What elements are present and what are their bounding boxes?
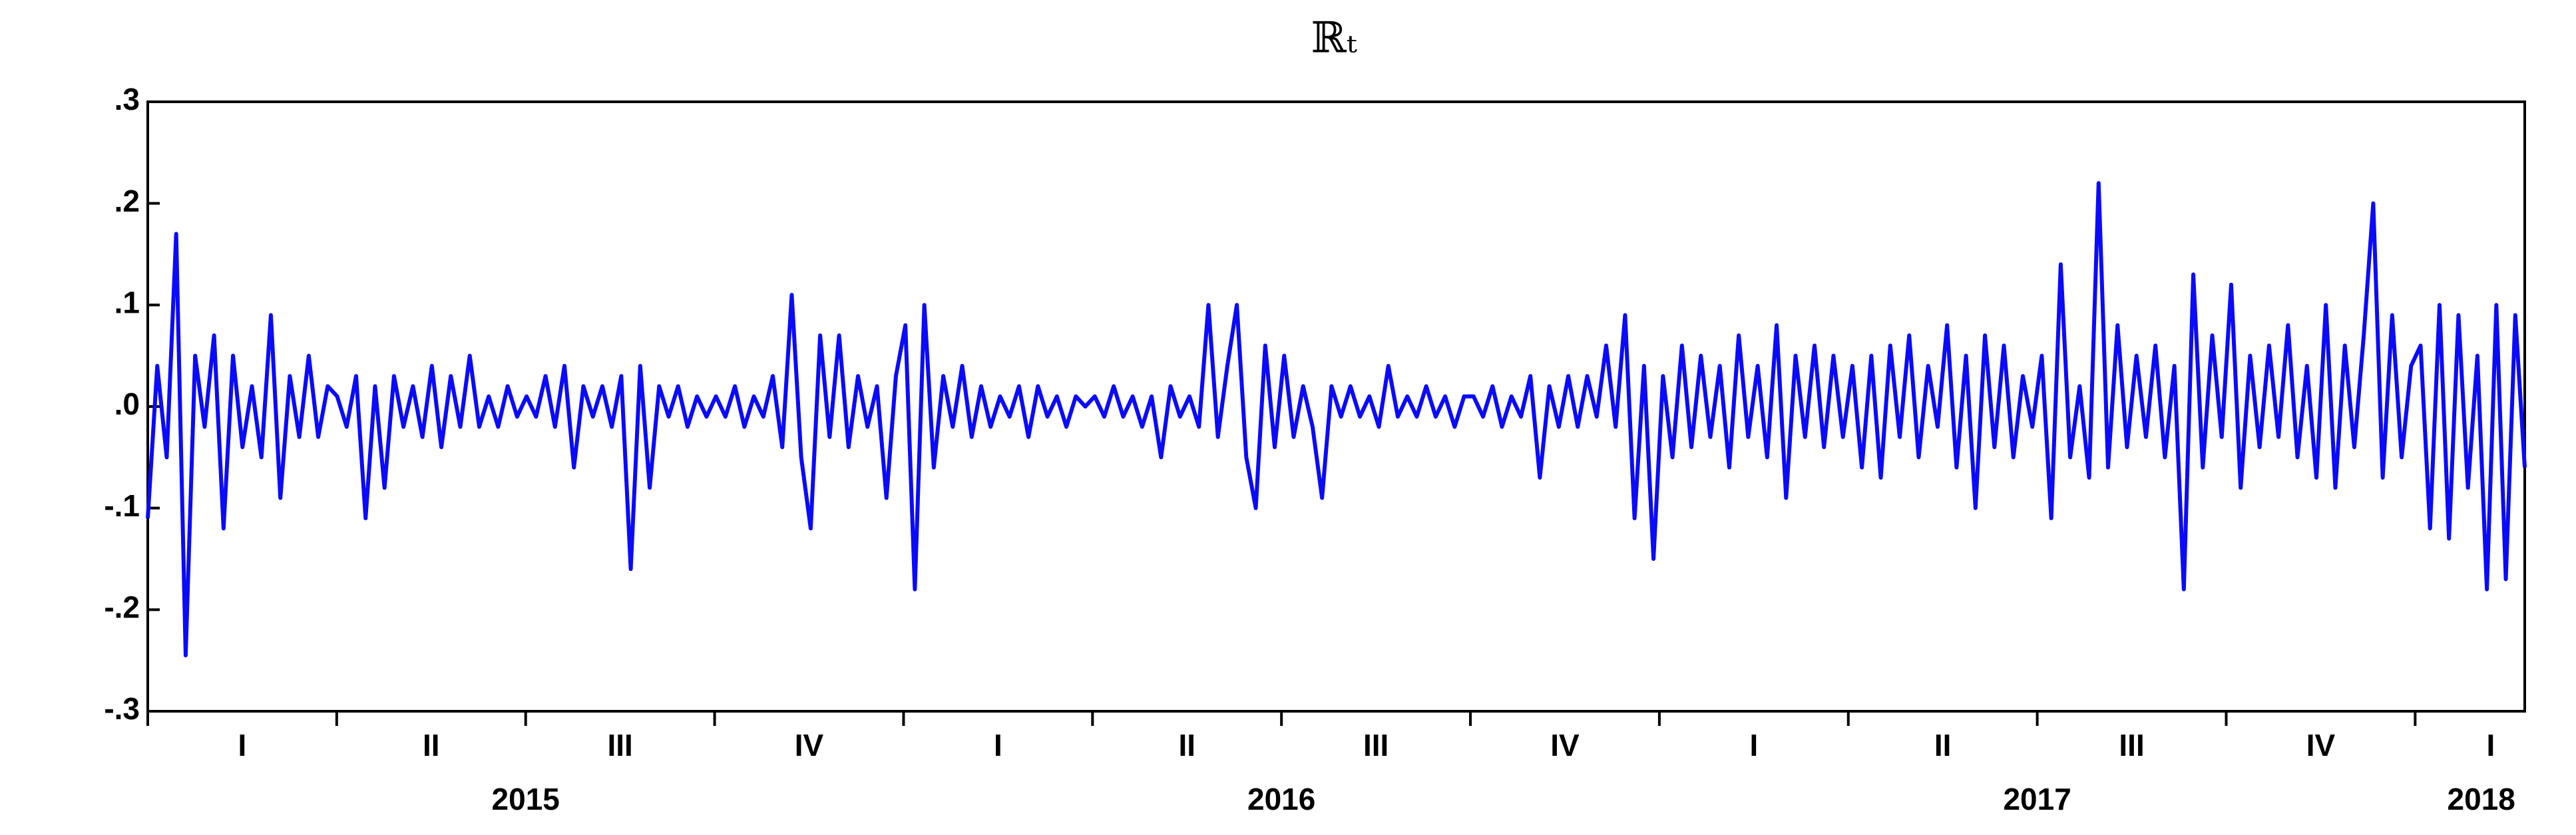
x-tick-label: I <box>238 728 247 762</box>
y-tick-label: .0 <box>114 387 140 421</box>
x-tick-label: III <box>1363 728 1389 762</box>
x-tick-label: I <box>994 728 1002 762</box>
year-label: 2017 <box>2003 782 2071 816</box>
x-tick-label: I <box>1749 728 1758 762</box>
year-label: 2018 <box>2448 782 2515 816</box>
y-tick-label: .1 <box>114 285 140 319</box>
x-tick-label: II <box>1178 728 1195 762</box>
x-tick-label: II <box>1934 728 1952 762</box>
x-tick-label: I <box>2487 728 2495 762</box>
y-tick-label: .2 <box>114 184 140 218</box>
series-line <box>146 181 2527 658</box>
y-tick-label: -.3 <box>104 691 140 726</box>
year-label: 2015 <box>492 782 560 816</box>
x-tick-label: III <box>2119 728 2144 762</box>
x-tick-label: II <box>423 728 440 762</box>
chart-title: ℝₜ <box>1311 14 1357 63</box>
y-tick-label: -.2 <box>104 589 140 624</box>
x-tick-label: III <box>607 728 632 762</box>
x-tick-label: IV <box>2306 728 2336 762</box>
x-tick-label: IV <box>1550 728 1580 762</box>
y-tick-label: -.1 <box>104 488 140 523</box>
y-tick-label: .3 <box>114 82 140 116</box>
x-tick-label: IV <box>795 728 824 762</box>
year-label: 2016 <box>1247 782 1315 816</box>
